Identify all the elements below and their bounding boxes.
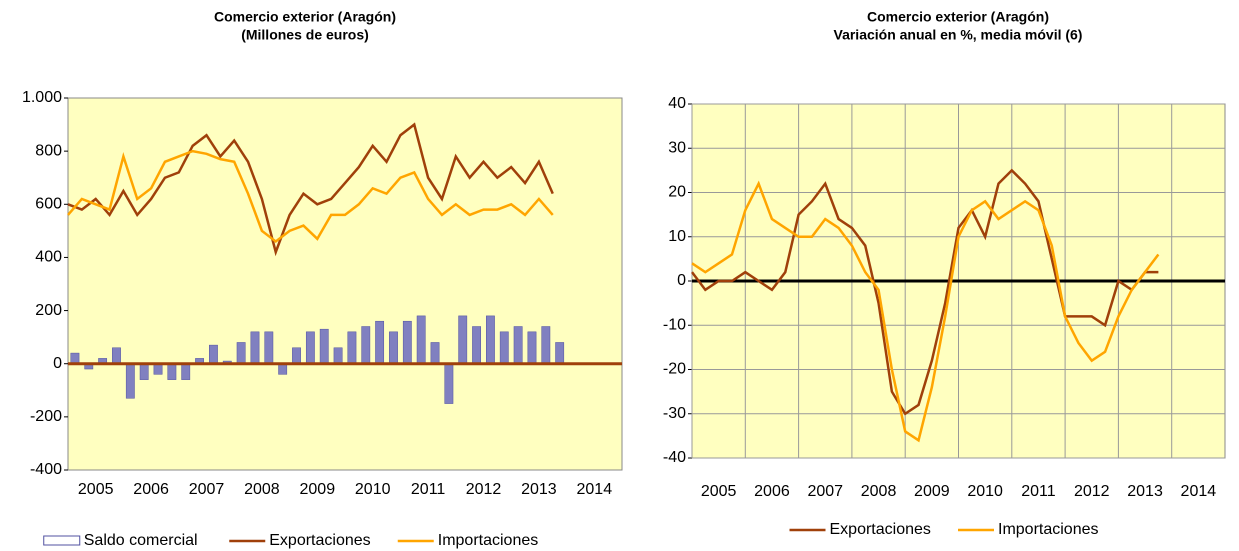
- x-tick-label: 2007: [189, 481, 225, 498]
- line: [691, 168, 1159, 416]
- y-tick-label: 0: [53, 355, 62, 372]
- y-tick-label: 1.000: [22, 89, 62, 106]
- bar: [486, 315, 495, 364]
- x-tick-label: 2005: [701, 483, 737, 500]
- bar: [416, 315, 426, 364]
- x-tick-label: 2010: [967, 483, 1003, 500]
- chart-subtitle: Variación anual en %, media móvil (6): [834, 27, 1083, 43]
- bar: [361, 326, 371, 364]
- chart-subtitle: (Millones de euros): [241, 27, 369, 43]
- bar: [319, 328, 329, 364]
- y-tick-label: -200: [30, 408, 62, 425]
- bar: [513, 326, 523, 364]
- y-tick-label: 40: [668, 95, 686, 112]
- bar: [292, 347, 301, 364]
- y-tick-label: 30: [668, 139, 686, 156]
- x-tick-label: 2005: [78, 481, 114, 498]
- x-tick-label: 2012: [1074, 483, 1110, 500]
- x-tick-label: 2011: [1021, 483, 1056, 500]
- bar: [499, 331, 509, 364]
- bar: [153, 363, 163, 375]
- legend-swatch: [43, 535, 81, 546]
- legend-label: Exportaciones: [830, 521, 931, 538]
- bar: [389, 331, 398, 364]
- x-tick-label: 2006: [754, 483, 790, 500]
- bar: [236, 342, 246, 364]
- y-tick-label: -40: [663, 449, 686, 466]
- bar: [347, 331, 357, 364]
- bar: [139, 363, 149, 380]
- x-tick-label: 2010: [355, 481, 391, 498]
- x-tick-label: 2008: [244, 481, 280, 498]
- y-tick-label: 800: [35, 142, 62, 159]
- bar: [555, 342, 565, 364]
- y-tick-label: -20: [663, 361, 686, 378]
- x-tick-label: 2013: [1127, 483, 1163, 500]
- bar: [112, 347, 121, 364]
- bar: [70, 352, 80, 364]
- bar: [181, 363, 191, 380]
- bar: [167, 363, 177, 380]
- x-tick-label: 2007: [807, 483, 843, 500]
- bar: [264, 331, 274, 364]
- line: [691, 180, 1160, 443]
- legend-label: Importaciones: [438, 532, 539, 549]
- y-tick-label: 200: [35, 302, 62, 319]
- x-tick-label: 2009: [300, 481, 336, 498]
- y-tick-label: -400: [30, 461, 62, 478]
- bar: [375, 320, 385, 364]
- y-tick-label: 20: [668, 184, 686, 201]
- y-tick-label: -10: [663, 316, 686, 333]
- bar: [472, 326, 481, 364]
- plot-area: [67, 97, 623, 471]
- bar: [305, 331, 315, 364]
- chart-title: Comercio exterior (Aragón): [214, 9, 396, 25]
- x-tick-label: 2014: [577, 481, 613, 498]
- bar: [125, 363, 135, 399]
- bar: [527, 331, 537, 364]
- y-tick-label: 10: [668, 228, 686, 245]
- x-tick-label: 2013: [521, 481, 557, 498]
- x-tick-label: 2012: [466, 481, 502, 498]
- x-tick-label: 2006: [133, 481, 169, 498]
- bar: [278, 363, 288, 375]
- x-tick-label: 2008: [861, 483, 897, 500]
- y-tick-label: -30: [663, 405, 686, 422]
- legend-label: Saldo comercial: [84, 532, 198, 549]
- legend-label: Importaciones: [998, 521, 1099, 538]
- chart-title: Comercio exterior (Aragón): [867, 9, 1049, 25]
- bar: [444, 363, 454, 404]
- bar: [430, 342, 440, 364]
- bar: [402, 320, 412, 364]
- bar: [333, 347, 343, 364]
- y-tick-label: 600: [35, 196, 62, 213]
- bar: [250, 331, 260, 364]
- x-tick-label: 2011: [411, 481, 446, 498]
- y-tick-label: 400: [35, 249, 62, 266]
- bar: [541, 326, 551, 364]
- x-tick-label: 2009: [914, 483, 950, 500]
- line: [67, 149, 554, 244]
- x-tick-label: 2014: [1181, 483, 1217, 500]
- bar: [458, 315, 468, 364]
- bar: [209, 344, 218, 364]
- legend-label: Exportaciones: [269, 532, 370, 549]
- y-tick-label: 0: [677, 272, 686, 289]
- line: [67, 122, 554, 257]
